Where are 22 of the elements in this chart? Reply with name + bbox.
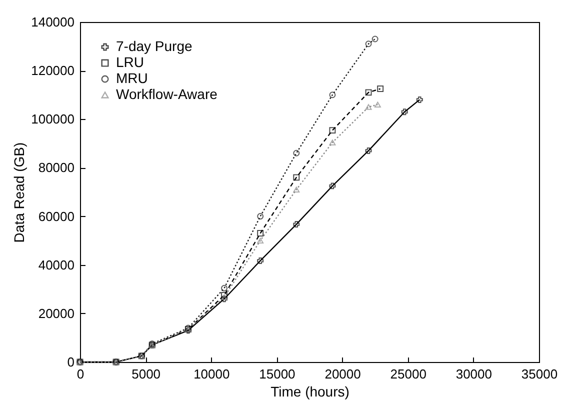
legend-label: 7-day Purge (116, 38, 192, 54)
x-tick-label: 5000 (132, 366, 161, 382)
x-tick-label: 0 (76, 366, 84, 382)
legend-label: MRU (116, 70, 148, 86)
y-tick-label: 20000 (38, 306, 74, 321)
y-tick-label: 120000 (31, 63, 74, 78)
x-tick-label: 35000 (521, 366, 558, 382)
y-axis-title: Data Read (GB) (11, 142, 28, 243)
y-tick-label: 100000 (31, 112, 74, 127)
y-tick-label: 0 (67, 354, 74, 370)
x-tick-label: 10000 (194, 366, 230, 382)
y-tick-label: 60000 (38, 208, 74, 224)
y-tick-label: 80000 (38, 160, 74, 176)
x-tick-label: 30000 (456, 366, 492, 382)
y-tick-label: 40000 (38, 257, 74, 272)
x-tick-label: 15000 (259, 366, 296, 382)
legend-label: Workflow-Aware (116, 86, 218, 102)
x-axis-title: Time (hours) (270, 384, 350, 400)
x-tick-label: 25000 (390, 366, 426, 382)
x-tick-label: 20000 (324, 366, 361, 382)
legend-label: LRU (116, 54, 144, 70)
y-tick-label: 140000 (31, 14, 74, 30)
